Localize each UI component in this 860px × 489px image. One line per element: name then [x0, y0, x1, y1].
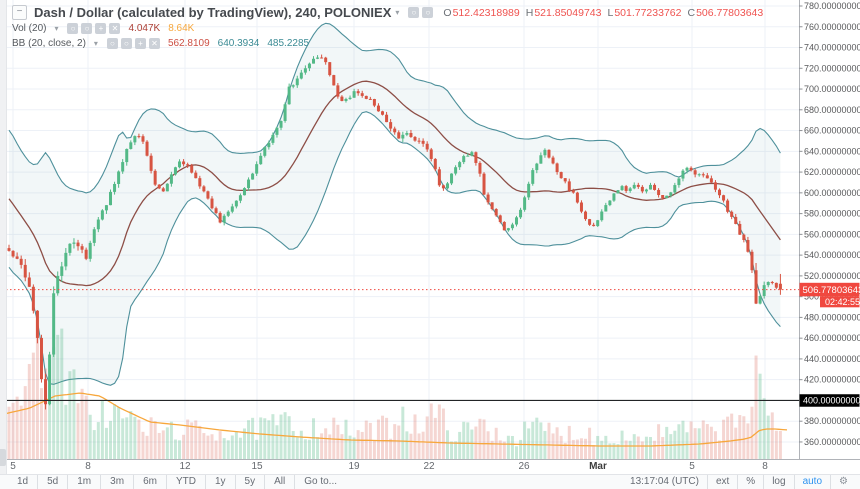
svg-text:520.00000000: 520.00000000	[804, 271, 860, 281]
ohlc-value: 521.85049743	[534, 6, 602, 19]
range-button-1m[interactable]: 1m	[68, 475, 102, 489]
legend: − Dash / Dollar (calculated by TradingVi…	[12, 4, 769, 51]
svg-text:680.00000000: 680.00000000	[804, 105, 860, 115]
svg-text:620.00000000: 620.00000000	[804, 167, 860, 177]
svg-text:420.00000000: 420.00000000	[804, 375, 860, 385]
plus-icon[interactable]: +	[134, 38, 146, 49]
chart-svg[interactable]: 780.00000000 760.00000000 740.00000000 720.…	[0, 0, 860, 474]
close-icon[interactable]: ✕	[109, 23, 121, 34]
svg-text:8: 8	[85, 461, 91, 472]
indicator-values: 4.047K 8.64K	[128, 23, 202, 34]
gear-icon[interactable]: ○	[120, 38, 132, 49]
indicator-buttons: ○ ○ + ✕	[67, 23, 123, 34]
status-bar: 13:17:04 (UTC) ext% log auto ⚙	[622, 475, 856, 489]
svg-text:400.00000000: 400.00000000	[803, 396, 860, 406]
svg-text:720.00000000: 720.00000000	[804, 63, 860, 73]
symbol-title[interactable]: Dash / Dollar (calculated by TradingView…	[34, 5, 392, 20]
svg-text:360.00000000: 360.00000000	[804, 437, 860, 447]
svg-text:740.00000000: 740.00000000	[804, 43, 860, 53]
range-button-6m[interactable]: 6m	[134, 475, 167, 489]
indicator-label[interactable]: BB (20, close, 2)	[12, 38, 86, 49]
utc-clock: 13:17:04 (UTC)	[630, 476, 699, 487]
range-button-5y[interactable]: 5y	[236, 475, 266, 489]
range-button-goto[interactable]: Go to...	[304, 476, 338, 487]
settings-gear-icon[interactable]: ⚙	[830, 475, 856, 489]
ohlc-value: 506.77803643	[696, 6, 764, 19]
svg-text:760.00000000: 760.00000000	[804, 22, 860, 32]
ohlc-key: O	[443, 6, 452, 19]
indicator-value: 4.047K	[128, 23, 161, 34]
svg-text:12: 12	[179, 461, 191, 472]
svg-text:15: 15	[251, 461, 263, 472]
range-button-5d[interactable]: 5d	[38, 475, 69, 489]
ohlc-value: 512.42318989	[452, 6, 520, 19]
svg-text:22: 22	[423, 461, 435, 472]
svg-text:560.00000000: 560.00000000	[804, 229, 860, 239]
svg-text:380.00000000: 380.00000000	[804, 416, 860, 426]
svg-text:506.77803643: 506.77803643	[803, 285, 860, 296]
circle-icon[interactable]: ○	[408, 7, 420, 18]
ohlc-value: 501.77233762	[614, 6, 682, 19]
svg-text:02:42:55: 02:42:55	[825, 297, 860, 307]
svg-text:580.00000000: 580.00000000	[804, 209, 860, 219]
svg-text:5: 5	[689, 461, 695, 472]
indicator-row: Vol (20) ▾ ○ ○ + ✕ 4.047K 8.64K	[12, 21, 769, 36]
symbol-row: − Dash / Dollar (calculated by TradingVi…	[12, 4, 769, 21]
svg-text:600.00000000: 600.00000000	[804, 188, 860, 198]
range-selector: 1d 5d 1m 3m 6m YTD 1y 5y All Go to...	[8, 475, 346, 489]
eye-icon[interactable]: ○	[67, 23, 79, 34]
ohlc-values: O512.42318989 H521.85049743 L501.77233762 C…	[443, 7, 769, 19]
toolbar-item-auto[interactable]: auto	[793, 475, 830, 489]
svg-text:460.00000000: 460.00000000	[804, 333, 860, 343]
collapse-legend-button[interactable]: −	[12, 5, 27, 20]
svg-text:5: 5	[10, 461, 16, 472]
indicator-value: 640.3934	[217, 38, 260, 49]
drawing-toolbar-strip	[0, 0, 7, 474]
svg-text:8: 8	[762, 461, 768, 472]
indicator-value: 8.64K	[168, 23, 195, 34]
range-button-all[interactable]: All	[265, 475, 296, 489]
svg-text:19: 19	[348, 461, 360, 472]
range-button-1d[interactable]: 1d	[8, 475, 39, 489]
svg-text:640.00000000: 640.00000000	[804, 146, 860, 156]
chevron-down-icon[interactable]: ▾	[395, 8, 400, 17]
chevron-down-icon[interactable]: ▾	[93, 39, 98, 48]
svg-text:480.00000000: 480.00000000	[804, 312, 860, 322]
ohlc-key: C	[687, 6, 696, 19]
svg-text:Mar: Mar	[589, 461, 607, 472]
toolbar-collapse-handle[interactable]	[0, 449, 6, 466]
eye-icon[interactable]: ○	[106, 38, 118, 49]
ohlc-key: L	[607, 6, 614, 19]
ohlc-key: H	[525, 6, 534, 19]
circle-icon[interactable]: ○	[422, 7, 434, 18]
svg-text:540.00000000: 540.00000000	[804, 250, 860, 260]
indicator-label[interactable]: Vol (20)	[12, 23, 47, 34]
indicator-values: 562.8109 640.3934 485.2285	[168, 38, 317, 49]
svg-text:780.00000000: 780.00000000	[804, 1, 860, 11]
indicator-row: BB (20, close, 2) ▾ ○ ○ + ✕ 562.8109 640.3934 48…	[12, 36, 769, 51]
toolbar-item-percent[interactable]: %	[737, 475, 763, 489]
toolbar-item-log[interactable]: log	[763, 475, 793, 489]
toolbar-item-ext[interactable]: ext	[706, 475, 737, 489]
svg-text:26: 26	[518, 461, 530, 472]
close-icon[interactable]: ✕	[148, 38, 160, 49]
indicator-buttons: ○ ○ + ✕	[106, 38, 163, 49]
plus-icon[interactable]: +	[95, 23, 107, 34]
range-button-3m[interactable]: 3m	[101, 475, 135, 489]
indicator-rows: Vol (20) ▾ ○ ○ + ✕ 4.047K 8.64K BB (20, close, 2…	[12, 21, 769, 51]
range-button-1y[interactable]: 1y	[206, 475, 236, 489]
chevron-down-icon[interactable]: ▾	[54, 24, 59, 33]
bottom-toolbar: 1d 5d 1m 3m 6m YTD 1y 5y All Go to... 13:17:04 (U…	[0, 474, 860, 489]
svg-text:660.00000000: 660.00000000	[804, 126, 860, 136]
svg-text:700.00000000: 700.00000000	[804, 84, 860, 94]
indicator-value: 562.8109	[167, 38, 210, 49]
symbol-quick-buttons: ○ ○	[408, 7, 436, 18]
svg-text:440.00000000: 440.00000000	[804, 354, 860, 364]
indicator-value: 485.2285	[267, 38, 310, 49]
gear-icon[interactable]: ○	[81, 23, 93, 34]
range-button-ytd[interactable]: YTD	[167, 475, 206, 489]
